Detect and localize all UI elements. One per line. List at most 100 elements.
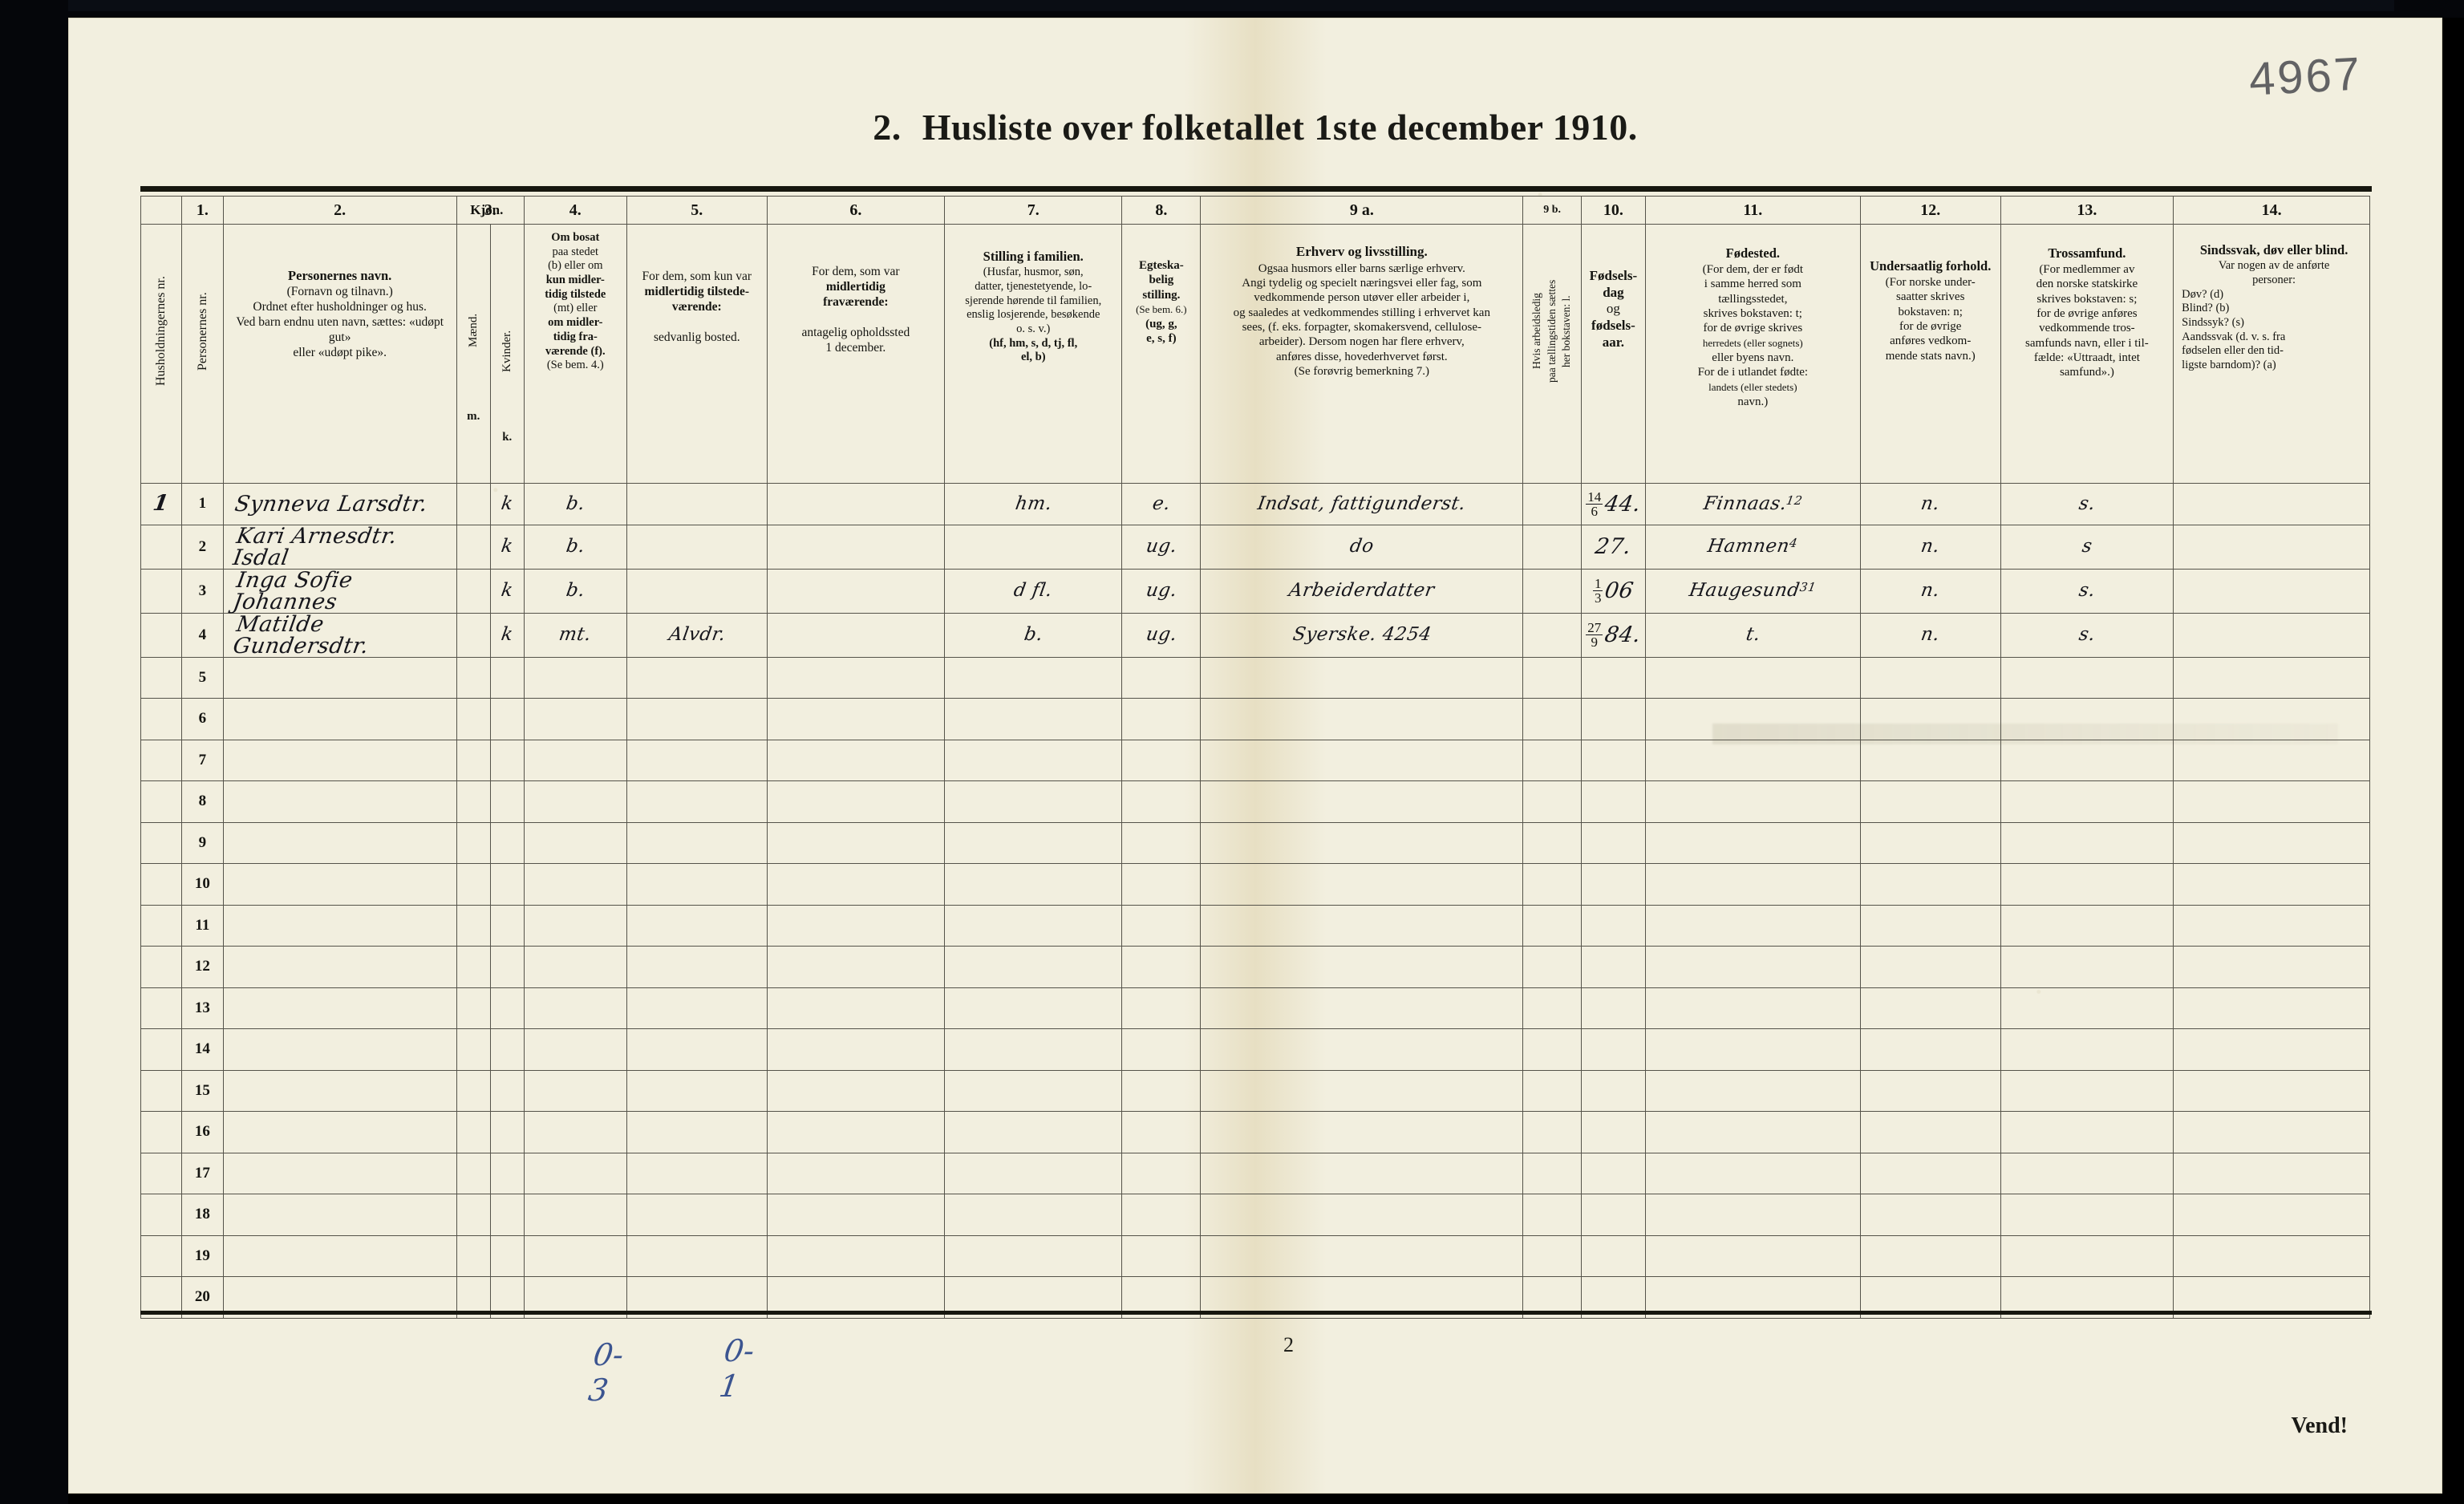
- birthplace-cell[interactable]: [1644, 656, 1861, 699]
- family-position-cell[interactable]: [944, 1194, 1123, 1236]
- sex-male-cell[interactable]: [456, 946, 491, 988]
- family-position-cell[interactable]: [944, 524, 1123, 570]
- birthplace-cell[interactable]: [1644, 1069, 1861, 1112]
- temp-absent-cell[interactable]: [766, 483, 946, 525]
- usual-residence-cell[interactable]: [626, 739, 768, 781]
- residence-status-cell[interactable]: mt.: [523, 612, 627, 658]
- birthplace-cell[interactable]: [1644, 739, 1861, 781]
- citizenship-cell[interactable]: [1859, 1111, 2001, 1153]
- occupation-cell[interactable]: [1200, 1028, 1524, 1071]
- residence-status-cell[interactable]: b.: [523, 568, 627, 614]
- sex-female-cell[interactable]: k: [489, 524, 525, 570]
- occupation-cell[interactable]: [1200, 698, 1524, 740]
- usual-residence-cell[interactable]: [626, 1234, 768, 1277]
- citizenship-cell[interactable]: [1859, 1234, 2001, 1277]
- residence-status-cell[interactable]: [523, 904, 627, 947]
- name-cell[interactable]: [222, 946, 457, 988]
- citizenship-cell[interactable]: [1859, 987, 2001, 1029]
- household-number-cell[interactable]: [140, 1028, 183, 1071]
- religion-cell[interactable]: [2000, 821, 2174, 864]
- residence-status-cell[interactable]: b.: [523, 483, 627, 525]
- temp-absent-cell[interactable]: [766, 780, 946, 823]
- sex-male-cell[interactable]: [456, 568, 491, 614]
- usual-residence-cell[interactable]: [626, 1028, 768, 1071]
- table-row[interactable]: 16: [140, 1111, 2370, 1153]
- name-cell[interactable]: [222, 904, 457, 947]
- temp-absent-cell[interactable]: [766, 904, 946, 947]
- residence-status-cell[interactable]: [523, 821, 627, 864]
- family-position-cell[interactable]: b.: [944, 612, 1123, 658]
- disability-cell[interactable]: [2173, 698, 2370, 740]
- table-row[interactable]: 8: [140, 780, 2370, 823]
- residence-status-cell[interactable]: [523, 1234, 627, 1277]
- family-position-cell[interactable]: [944, 780, 1123, 823]
- table-row[interactable]: 11: [140, 904, 2370, 947]
- sex-female-cell[interactable]: [489, 1028, 525, 1071]
- occupation-cell[interactable]: [1200, 656, 1524, 699]
- household-number-cell[interactable]: [140, 1069, 183, 1112]
- disability-cell[interactable]: [2173, 1194, 2370, 1236]
- usual-residence-cell[interactable]: [626, 780, 768, 823]
- workless-cell[interactable]: [1522, 568, 1583, 614]
- disability-cell[interactable]: [2173, 946, 2370, 988]
- disability-cell[interactable]: [2173, 1111, 2370, 1153]
- birthplace-cell[interactable]: [1644, 821, 1861, 864]
- religion-cell[interactable]: [2000, 698, 2174, 740]
- workless-cell[interactable]: [1522, 1111, 1583, 1153]
- sex-male-cell[interactable]: [456, 1152, 491, 1194]
- sex-female-cell[interactable]: [489, 946, 525, 988]
- residence-status-cell[interactable]: [523, 656, 627, 699]
- workless-cell[interactable]: [1522, 1194, 1583, 1236]
- occupation-cell[interactable]: do: [1200, 524, 1524, 570]
- religion-cell[interactable]: [2000, 1234, 2174, 1277]
- marital-status-cell[interactable]: ug.: [1121, 612, 1202, 658]
- citizenship-cell[interactable]: [1859, 904, 2001, 947]
- marital-status-cell[interactable]: ug.: [1121, 568, 1202, 614]
- residence-status-cell[interactable]: [523, 1069, 627, 1112]
- family-position-cell[interactable]: [944, 739, 1123, 781]
- table-row[interactable]: 15: [140, 1069, 2370, 1112]
- religion-cell[interactable]: [2000, 1111, 2174, 1153]
- workless-cell[interactable]: [1522, 1152, 1583, 1194]
- workless-cell[interactable]: [1522, 612, 1583, 658]
- citizenship-cell[interactable]: [1859, 1069, 2001, 1112]
- sex-female-cell[interactable]: [489, 1152, 525, 1194]
- residence-status-cell[interactable]: [523, 1152, 627, 1194]
- birth-date-cell[interactable]: [1581, 987, 1646, 1029]
- birth-date-cell[interactable]: 27.: [1581, 524, 1646, 570]
- sex-male-cell[interactable]: [456, 656, 491, 699]
- birth-date-cell[interactable]: [1581, 739, 1646, 781]
- table-row[interactable]: 6: [140, 698, 2370, 740]
- name-cell[interactable]: [222, 821, 457, 864]
- sex-female-cell[interactable]: [489, 656, 525, 699]
- birth-date-cell[interactable]: 27 9 84.: [1581, 612, 1646, 658]
- table-row[interactable]: 4 Matilde Gundersdtr. k mt. Alvdr. b. ug. Syers…: [140, 612, 2370, 659]
- family-position-cell[interactable]: [944, 1111, 1123, 1153]
- citizenship-cell[interactable]: [1859, 863, 2001, 906]
- usual-residence-cell[interactable]: [626, 568, 768, 614]
- birth-date-cell[interactable]: 1 3 06: [1581, 568, 1646, 614]
- household-number-cell[interactable]: [140, 904, 183, 947]
- sex-female-cell[interactable]: [489, 1111, 525, 1153]
- religion-cell[interactable]: [2000, 1194, 2174, 1236]
- occupation-cell[interactable]: [1200, 987, 1524, 1029]
- religion-cell[interactable]: [2000, 1069, 2174, 1112]
- name-cell[interactable]: [222, 1234, 457, 1277]
- usual-residence-cell[interactable]: [626, 946, 768, 988]
- sex-female-cell[interactable]: k: [489, 483, 525, 525]
- name-cell[interactable]: Matilde Gundersdtr.: [222, 612, 457, 659]
- household-number-cell[interactable]: [140, 698, 183, 740]
- workless-cell[interactable]: [1522, 946, 1583, 988]
- workless-cell[interactable]: [1522, 698, 1583, 740]
- household-number-cell[interactable]: [140, 1152, 183, 1194]
- household-number-cell[interactable]: [140, 612, 183, 658]
- household-number-cell[interactable]: [140, 568, 183, 614]
- birth-date-cell[interactable]: [1581, 904, 1646, 947]
- birth-date-cell[interactable]: [1581, 821, 1646, 864]
- sex-male-cell[interactable]: [456, 1234, 491, 1277]
- sex-female-cell[interactable]: [489, 698, 525, 740]
- sex-male-cell[interactable]: [456, 821, 491, 864]
- birthplace-cell[interactable]: [1644, 1111, 1861, 1153]
- temp-absent-cell[interactable]: [766, 568, 946, 614]
- religion-cell[interactable]: [2000, 987, 2174, 1029]
